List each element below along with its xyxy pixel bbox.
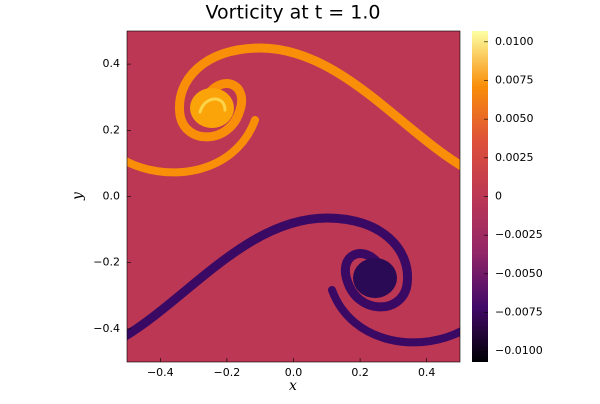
negative-vortex xyxy=(127,213,460,347)
colorbar-tick-label: −0.0075 xyxy=(495,306,543,319)
field-background xyxy=(127,31,460,362)
x-tick-label: −0.2 xyxy=(214,366,241,379)
y-tick-label: 0.2 xyxy=(103,123,121,136)
x-axis-label: x xyxy=(289,378,297,394)
positive-vortex xyxy=(127,43,460,177)
colorbar-tick-label: −0.0050 xyxy=(495,267,543,280)
y-tick-label: 0.4 xyxy=(103,57,121,70)
colorbar-tick-label: 0.0075 xyxy=(495,73,534,86)
y-tick-label: −0.4 xyxy=(93,322,120,335)
colorbar-tick-label: −0.0025 xyxy=(495,228,543,241)
colorbar-tick-label: 0 xyxy=(495,190,502,203)
y-tick-label: 0.0 xyxy=(103,190,121,203)
colorbar-tick-label: 0.0025 xyxy=(495,151,534,164)
colorbar-tick-label: 0.0050 xyxy=(495,112,534,125)
y-axis-label: y xyxy=(70,191,86,201)
y-tick-label: −0.2 xyxy=(93,256,120,269)
colorbar-tick-label: 0.0100 xyxy=(495,35,534,48)
colorbar xyxy=(472,31,488,362)
x-tick-label: −0.4 xyxy=(147,366,174,379)
chart-title: Vorticity at t = 1.0 xyxy=(206,2,381,24)
x-tick-label: 0.2 xyxy=(351,366,369,379)
vortex-layer xyxy=(127,43,460,347)
x-tick-label: 0.0 xyxy=(285,366,303,379)
colorbar-tick-label: −0.0100 xyxy=(495,344,543,357)
x-tick-label: 0.4 xyxy=(418,366,436,379)
